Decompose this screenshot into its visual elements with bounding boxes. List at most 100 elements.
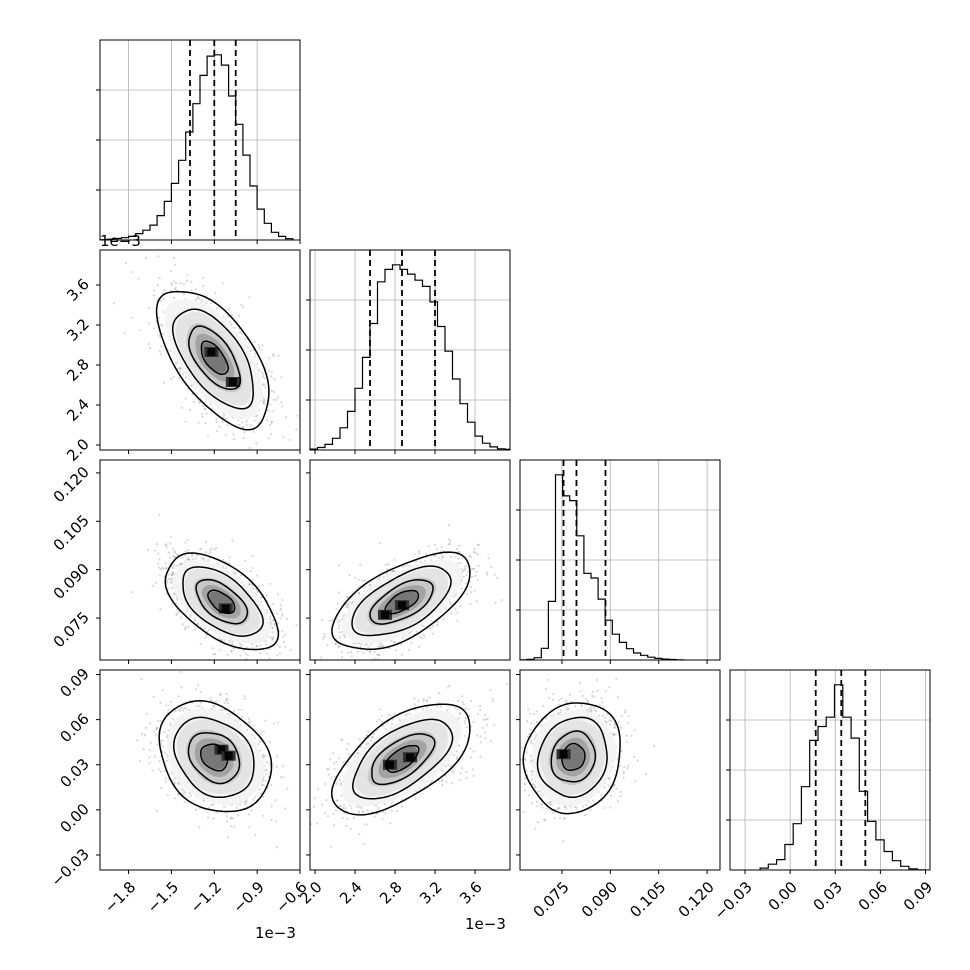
sample-point [159, 353, 162, 356]
sample-point [171, 587, 174, 590]
histogram-3 [759, 684, 927, 871]
sample-point [494, 601, 497, 604]
sample-point [226, 653, 229, 656]
sample-point [442, 618, 445, 621]
sample-point [212, 653, 215, 656]
sample-point [377, 654, 380, 657]
sample-point [278, 645, 281, 649]
sample-point [242, 306, 245, 309]
sample-point [178, 367, 181, 370]
sample-point [239, 803, 242, 806]
sample-point [244, 559, 247, 563]
sample-point [178, 367, 182, 370]
sample-point [245, 646, 248, 649]
sample-point [175, 613, 178, 616]
sample-point [190, 289, 193, 292]
pair-frame [99, 459, 301, 661]
sample-point [296, 414, 299, 417]
sample-point [244, 652, 247, 655]
sample-point [368, 649, 371, 653]
sample-point [200, 625, 203, 628]
sample-point [376, 653, 379, 656]
sample-point [263, 377, 266, 380]
sample-point [224, 434, 227, 437]
sample-point [269, 617, 272, 621]
sample-point [202, 557, 205, 561]
sample-point [271, 636, 274, 639]
sample-point [430, 619, 433, 622]
sample-point [444, 607, 447, 610]
sample-point [247, 813, 250, 816]
sample-point [350, 655, 353, 658]
sample-point [259, 652, 262, 655]
sample-point [205, 412, 208, 415]
sample-point [223, 702, 226, 705]
sample-point [232, 433, 235, 436]
sample-point [421, 637, 424, 640]
sample-point [422, 633, 425, 636]
sample-point [263, 399, 266, 402]
sample-point [184, 541, 187, 544]
sample-point [189, 615, 192, 618]
sample-point [436, 623, 439, 627]
sample-point [218, 636, 221, 639]
sample-point [163, 288, 166, 291]
sample-point [346, 595, 349, 598]
sample-point [413, 553, 416, 556]
sample-point [156, 284, 159, 287]
sample-point [263, 754, 266, 758]
sample-point [251, 566, 254, 569]
sample-point [229, 816, 232, 820]
sample-point [216, 562, 219, 566]
sample-point [196, 554, 199, 557]
sample-point [265, 761, 269, 764]
sample-point [169, 700, 172, 703]
sample-point [173, 556, 176, 559]
sample-point [422, 625, 425, 628]
hist-frame [99, 39, 301, 241]
sample-point [485, 573, 489, 576]
sample-point [155, 320, 158, 323]
sample-point [204, 422, 207, 425]
sample-point [457, 557, 460, 560]
sample-point [163, 575, 166, 578]
sample-point [276, 654, 279, 657]
sample-point [262, 401, 265, 404]
sample-point [197, 421, 200, 424]
sample-point [253, 419, 256, 422]
sample-point [240, 708, 243, 711]
sample-point [158, 276, 161, 280]
sample-point [410, 641, 413, 645]
sample-point [315, 632, 317, 634]
sample-point [387, 563, 390, 566]
sample-point [142, 748, 145, 751]
contour-line [171, 308, 254, 410]
sample-point [162, 297, 165, 300]
sample-point [262, 400, 265, 403]
sample-point [257, 344, 260, 347]
density-peak-core [398, 601, 406, 610]
sample-point [268, 741, 271, 744]
sample-point [178, 370, 182, 373]
sample-point [171, 571, 174, 575]
contour-line [207, 589, 236, 615]
sample-point [181, 623, 185, 626]
sample-point [289, 649, 292, 652]
sample-point [255, 574, 259, 577]
sample-point [179, 281, 182, 285]
sample-point [213, 705, 216, 708]
sample-point [161, 689, 164, 692]
sample-point [270, 389, 274, 392]
sample-point [209, 551, 212, 554]
sample-point [145, 257, 148, 260]
sample-point [270, 421, 273, 424]
sample-point [268, 657, 271, 660]
sample-point [270, 783, 273, 787]
sample-point [436, 621, 439, 624]
sample-point [432, 625, 435, 628]
histogram-0 [99, 54, 294, 241]
sample-point [171, 573, 174, 576]
sample-point [242, 437, 245, 440]
sample-point [354, 576, 357, 579]
